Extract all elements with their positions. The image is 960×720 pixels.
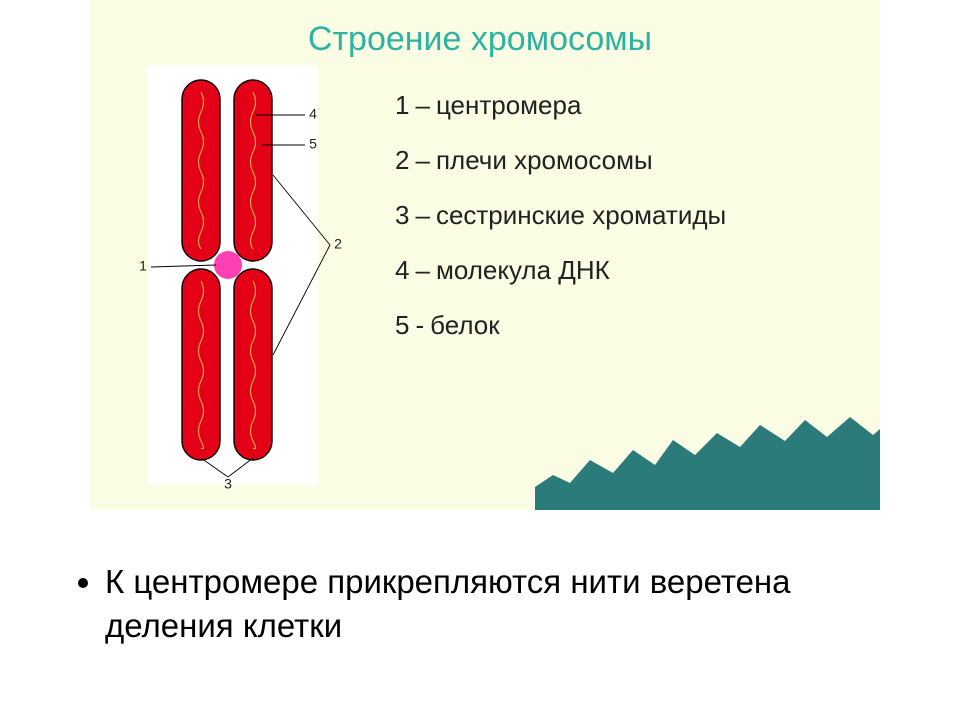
- legend-dash: –: [415, 145, 429, 176]
- legend-dash: –: [415, 200, 429, 231]
- svg-text:4: 4: [309, 106, 317, 122]
- legend: 1–центромера2–плечи хромосомы3–сестринск…: [395, 90, 726, 341]
- legend-item: 4–молекула ДНК: [395, 255, 726, 286]
- legend-label: белок: [430, 310, 500, 341]
- diagram-title: Строение хромосомы: [0, 20, 960, 59]
- legend-number: 4: [395, 255, 409, 286]
- svg-text:3: 3: [224, 476, 232, 490]
- legend-label: центромера: [436, 90, 582, 121]
- legend-number: 2: [395, 145, 409, 176]
- mountain-decoration: [535, 415, 880, 510]
- legend-dash: –: [415, 255, 429, 286]
- bullet-note-text: К центромере прикрепляются нити веретена…: [105, 560, 795, 648]
- legend-label: молекула ДНК: [436, 255, 610, 286]
- bullet-note: К центромере прикрепляются нити веретена…: [75, 560, 795, 648]
- svg-text:5: 5: [309, 136, 317, 152]
- legend-item: 3–сестринские хроматиды: [395, 200, 726, 231]
- legend-number: 1: [395, 90, 409, 121]
- chromosome-diagram: 1 2 3 4 5: [98, 55, 393, 490]
- legend-number: 5: [395, 310, 409, 341]
- legend-dash: -: [415, 310, 424, 341]
- legend-item: 1–центромера: [395, 90, 726, 121]
- legend-item: 2–плечи хромосомы: [395, 145, 726, 176]
- legend-label: плечи хромосомы: [436, 145, 653, 176]
- legend-item: 5-белок: [395, 310, 726, 341]
- svg-text:2: 2: [334, 236, 342, 252]
- slide-root: Строение хромосомы 12345 1–центромера2–п…: [0, 0, 960, 720]
- legend-label: сестринские хроматиды: [436, 200, 726, 231]
- legend-dash: –: [415, 90, 429, 121]
- legend-number: 3: [395, 200, 409, 231]
- svg-text:1: 1: [139, 258, 147, 274]
